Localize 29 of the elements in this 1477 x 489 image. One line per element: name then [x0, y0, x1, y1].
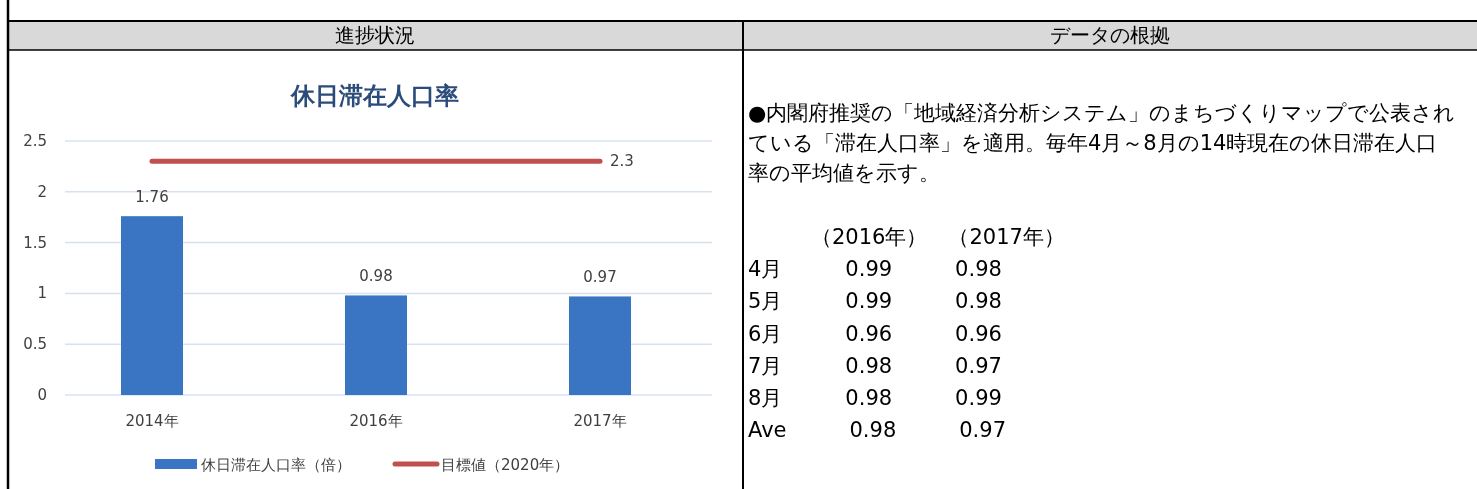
text: 8月 0.98 0.99 [748, 386, 1002, 410]
bar [345, 295, 407, 395]
y-tick-label: 2.5 [23, 132, 47, 150]
y-tick-label: 0 [37, 386, 47, 404]
text: 6月 0.96 0.96 [748, 321, 1002, 346]
text: ●内閣府推奨の「地域経済分析システム」のまちづくりマップで公表されている「滞在人口率」を適用。毎年4月～8月の14時現在の休日滞在人口率の平均値を示す。 [748, 101, 1456, 185]
legend-label: 目標値（2020年） [441, 456, 570, 474]
legend-label: 休日滞在人口率（倍） [201, 456, 351, 474]
text: 5月 0.99 0.98 [748, 289, 1002, 314]
bar [569, 296, 631, 395]
x-tick-label: 2016年 [349, 412, 403, 430]
bar [121, 216, 183, 395]
chart-title: 休日滞在人口率 [290, 82, 459, 110]
text: Ave 0.98 0.97 [748, 418, 1006, 443]
y-tick-label: 2 [37, 182, 47, 201]
data-label: 0.97 [583, 268, 617, 287]
text: 進捗状況 [335, 23, 415, 47]
y-tick-label: 1 [37, 284, 47, 303]
text: 7月 0.98 0.97 [748, 353, 1002, 378]
y-tick-label: 1.5 [23, 233, 47, 252]
data-label: 0.98 [359, 267, 393, 286]
text: データの根拠 [1050, 23, 1170, 47]
data-label: 1.76 [135, 188, 169, 207]
x-tick-label: 2017年 [573, 412, 627, 430]
text: 4月 0.99 0.98 [748, 257, 1002, 282]
text: （2016年） （2017年） [748, 225, 1065, 249]
x-tick-label: 2014年 [125, 412, 179, 430]
y-tick-label: 0.5 [23, 335, 47, 354]
data-label: 2.3 [610, 152, 634, 171]
